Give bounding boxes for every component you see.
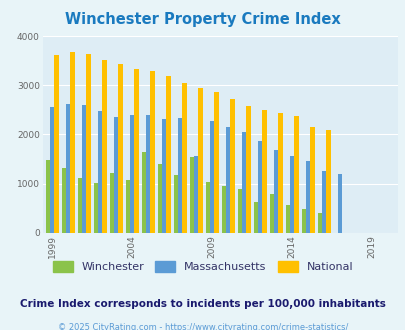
Bar: [114, 117, 118, 233]
Text: Crime Index corresponds to incidents per 100,000 inhabitants: Crime Index corresponds to incidents per…: [20, 299, 385, 309]
Bar: [321, 171, 326, 233]
Bar: [66, 104, 70, 233]
Bar: [109, 173, 114, 233]
Bar: [98, 111, 102, 233]
Bar: [226, 127, 230, 233]
Bar: [278, 113, 282, 233]
Bar: [46, 160, 50, 233]
Bar: [189, 156, 194, 233]
Bar: [273, 150, 278, 233]
Bar: [54, 55, 59, 233]
Bar: [198, 88, 202, 233]
Text: Winchester Property Crime Index: Winchester Property Crime Index: [65, 12, 340, 26]
Bar: [146, 115, 150, 233]
Bar: [173, 175, 178, 233]
Bar: [50, 107, 54, 233]
Bar: [134, 69, 139, 233]
Bar: [94, 182, 98, 233]
Bar: [337, 174, 341, 233]
Bar: [70, 52, 75, 233]
Bar: [285, 205, 290, 233]
Bar: [310, 127, 314, 233]
Bar: [178, 118, 182, 233]
Bar: [86, 54, 90, 233]
Bar: [301, 209, 305, 233]
Bar: [150, 71, 154, 233]
Bar: [241, 132, 246, 233]
Bar: [269, 194, 273, 233]
Bar: [317, 213, 321, 233]
Bar: [258, 141, 262, 233]
Legend: Winchester, Massachusetts, National: Winchester, Massachusetts, National: [48, 256, 357, 277]
Bar: [214, 92, 218, 233]
Bar: [290, 156, 294, 233]
Bar: [262, 111, 266, 233]
Bar: [246, 106, 250, 233]
Bar: [62, 168, 66, 233]
Bar: [141, 152, 146, 233]
Bar: [162, 119, 166, 233]
Text: © 2025 CityRating.com - https://www.cityrating.com/crime-statistics/: © 2025 CityRating.com - https://www.city…: [58, 323, 347, 330]
Bar: [194, 156, 198, 233]
Bar: [326, 130, 330, 233]
Bar: [221, 186, 226, 233]
Bar: [126, 180, 130, 233]
Bar: [158, 164, 162, 233]
Bar: [237, 189, 241, 233]
Bar: [102, 60, 107, 233]
Bar: [205, 182, 209, 233]
Bar: [294, 116, 298, 233]
Bar: [209, 121, 214, 233]
Bar: [82, 105, 86, 233]
Bar: [230, 99, 234, 233]
Bar: [118, 64, 122, 233]
Bar: [166, 76, 171, 233]
Bar: [182, 83, 186, 233]
Bar: [305, 161, 310, 233]
Bar: [130, 115, 134, 233]
Bar: [253, 202, 258, 233]
Bar: [78, 178, 82, 233]
